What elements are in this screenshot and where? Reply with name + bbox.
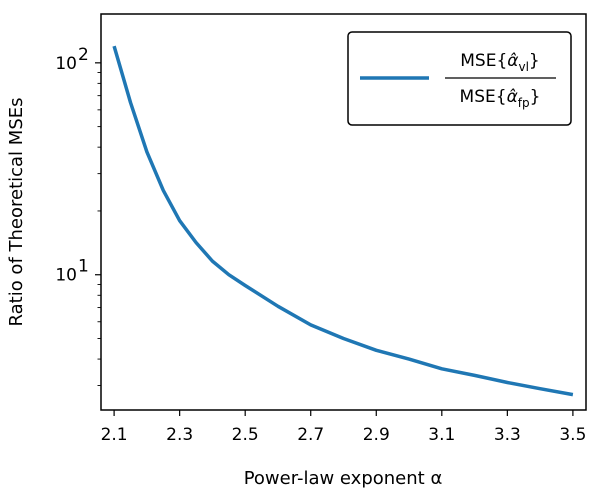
x-tick-label: 3.3	[494, 425, 521, 445]
x-tick-label: 2.9	[363, 425, 390, 445]
x-tick-label: 2.3	[166, 425, 193, 445]
series-group	[112, 45, 574, 397]
x-axis-label: Power-law exponent α	[244, 468, 443, 489]
plot-frame	[100, 13, 587, 411]
y-tick-exponent: 1	[78, 257, 89, 277]
y-tick-label: 10	[55, 54, 77, 74]
x-tick-label: 2.5	[232, 425, 259, 445]
x-tick-label: 2.1	[101, 425, 128, 445]
y-tick-label: 10	[55, 266, 77, 286]
legend: MSE{α̂vl} MSE{α̂fp}	[347, 31, 572, 126]
x-tick-label: 2.7	[297, 425, 324, 445]
legend-numerator: MSE{α̂vl}	[460, 51, 540, 74]
series-line	[112, 45, 574, 397]
x-tick-label: 3.1	[428, 425, 455, 445]
legend-denominator: MSE{α̂fp}	[460, 87, 541, 110]
y-axis-label: Ratio of Theoretical MSEs	[6, 98, 27, 327]
y-tick-exponent: 2	[78, 45, 89, 65]
x-tick-label: 3.5	[559, 425, 586, 445]
